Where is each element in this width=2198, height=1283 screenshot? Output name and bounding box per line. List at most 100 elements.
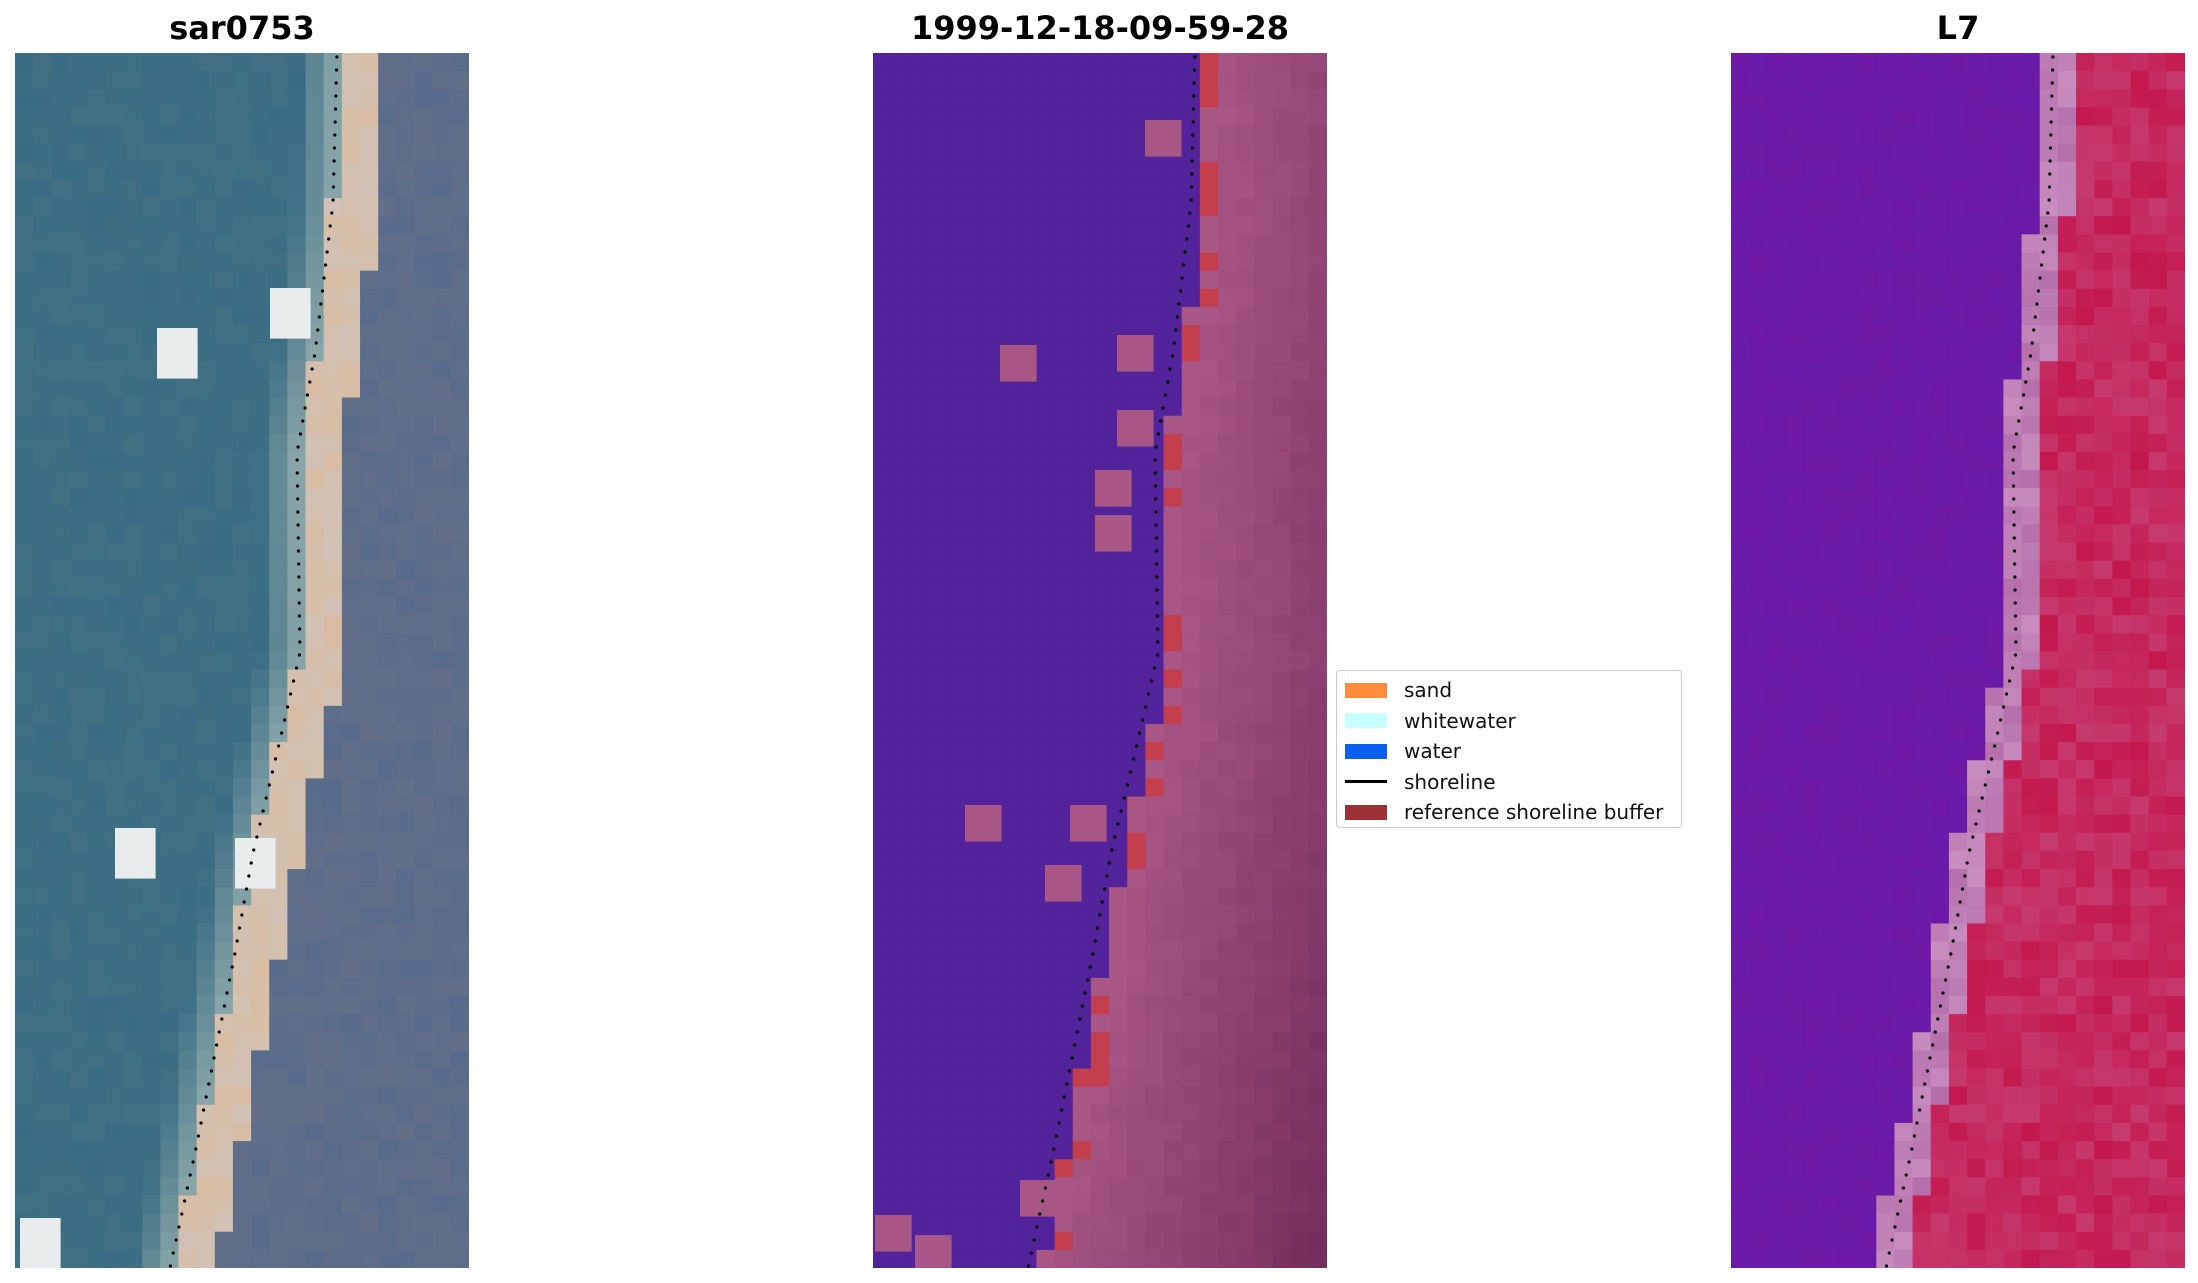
rgb-pixel [160,1159,180,1178]
rgb-pixel [123,1032,143,1051]
class-pixel [1018,705,1038,725]
rgb-pixel [450,814,469,834]
index-pixel [1749,470,1768,489]
index-pixel [1894,651,1914,671]
class-pixel [945,379,965,399]
index-pixel [1967,1086,1986,1106]
rgb-pixel [196,778,216,798]
index-pixel [1839,71,1859,90]
class-pixel [1272,651,1292,671]
index-pixel [2130,198,2150,217]
class-pixel [909,723,929,743]
class-pixel [1272,524,1292,544]
shoreline-dot [312,354,317,358]
rgb-pixel [378,542,397,562]
rgb-pixel [251,1249,270,1268]
rgb-pixel [178,1195,198,1215]
class-pixel [963,941,983,961]
index-pixel [1803,760,1823,779]
class-pixel [981,252,1001,272]
class-pixel [963,959,983,979]
rgb-pixel [414,488,434,507]
index-pixel [1767,451,1787,471]
class-pixel [1054,451,1074,471]
class-pixel [891,288,910,308]
rgb-pixel [396,814,416,834]
rgb-pixel [360,325,379,344]
class-pixel [981,1177,1001,1197]
index-pixel [2130,1014,2150,1033]
rgb-pixel [378,669,397,689]
rgb-pixel [450,597,469,616]
class-pixel [1054,1141,1074,1160]
index-pixel [1967,89,1986,109]
rgb-pixel [15,433,34,453]
index-pixel [1967,941,1986,961]
rgb-pixel [432,415,452,435]
index-pixel [2130,560,2150,580]
class-pixel [873,560,892,580]
rgb-pixel [360,923,379,943]
index-pixel [1821,306,1841,326]
rgb-pixel [87,125,107,145]
index-pixel [2057,905,2077,925]
index-pixel [1930,1086,1950,1106]
shoreline-dot [1153,458,1157,462]
land-speck [1000,345,1037,382]
index-pixel [1985,796,2004,816]
rgb-pixel [396,796,416,816]
class-pixel [1272,53,1292,72]
class-pixel [1308,506,1327,526]
shoreline-dot [1102,887,1107,891]
class-pixel [891,433,910,453]
class-pixel [1236,470,1255,489]
rgb-pixel [287,506,307,526]
class-pixel [909,71,929,90]
index-pixel [1948,270,1968,290]
rgb-pixel [341,760,361,779]
rgb-pixel [142,669,161,689]
class-pixel [1000,524,1019,544]
index-pixel [2076,451,2095,471]
rgb-pixel [251,1159,270,1178]
rgb-pixel [360,1122,379,1142]
class-pixel [1181,1122,1201,1142]
index-pixel [1912,560,1932,580]
index-pixel [1785,470,1805,489]
class-pixel [1145,869,1165,888]
class-pixel [945,796,965,816]
class-pixel [1109,1068,1128,1088]
class-pixel [1090,1231,1110,1251]
class-pixel [1163,325,1183,344]
class-pixel [927,1032,947,1051]
class-pixel [1272,742,1292,761]
class-pixel [1254,234,1274,254]
shoreline-dot [282,718,287,722]
class-pixel [1272,578,1292,598]
rgb-pixel [160,760,180,779]
rgb-pixel [396,578,416,598]
shoreline-dot [244,887,249,891]
rgb-pixel [414,597,434,616]
index-pixel [1785,814,1805,834]
rgb-pixel [414,379,434,399]
index-pixel [1948,288,1968,308]
rgb-pixel [51,125,71,145]
index-pixel [2003,1014,2023,1033]
index-pixel [1930,832,1950,852]
class-pixel [1236,778,1255,798]
index-pixel [1985,470,2004,489]
index-pixel [1930,125,1950,145]
shoreline-dot [204,1095,208,1099]
class-pixel [1036,288,1056,308]
index-pixel [1821,742,1841,761]
index-pixel [2112,179,2132,199]
index-pixel [1749,488,1768,507]
rgb-pixel [396,1177,416,1197]
class-pixel [891,959,910,979]
rgb-pixel [15,832,34,852]
class-pixel [1109,615,1128,634]
class-pixel [1254,288,1274,308]
index-pixel [2057,143,2077,163]
rgb-pixel [396,71,416,90]
